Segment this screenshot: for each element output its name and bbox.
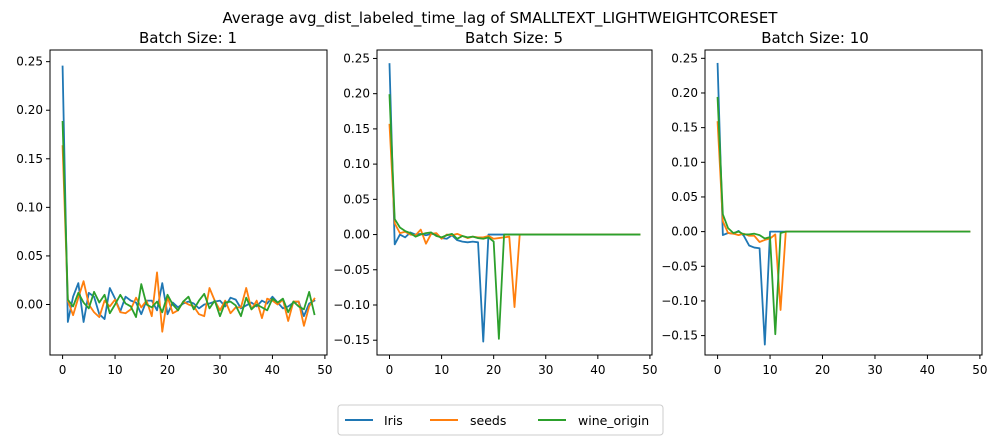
y-tick-label: −0.10	[661, 294, 698, 308]
series-group	[716, 62, 971, 346]
x-tick-label: 10	[434, 363, 449, 377]
figure-suptitle: Average avg_dist_labeled_time_lag of SMA…	[223, 9, 779, 28]
y-tick-label: 0.05	[671, 190, 698, 204]
y-tick-label: 0.25	[16, 55, 43, 69]
subplot-title: Batch Size: 10	[761, 29, 869, 47]
subplot-batch-size-10: Batch Size: 10 0 10 20 30 40 50 0.25 0.20 0.15 0.…	[661, 29, 987, 377]
x-tick-label: 30	[867, 363, 882, 377]
y-tick-label: 0.15	[16, 152, 43, 166]
series-line-iris	[61, 65, 316, 323]
y-tick-label: −0.05	[661, 259, 698, 273]
x-tick-label: 30	[538, 363, 553, 377]
y-tick-label: 0.15	[343, 122, 370, 136]
x-tick-label: 40	[590, 363, 605, 377]
subplot-batch-size-1: Batch Size: 1 0 10 20 30 40 50 0.00 0.05 0.10 0.1…	[16, 29, 332, 377]
legend: Iris seeds wine_origin	[337, 404, 664, 436]
y-tick-label: −0.05	[333, 263, 370, 277]
x-tick-label: 0	[714, 363, 722, 377]
x-tick-label: 20	[815, 363, 830, 377]
y-tick-label: 0.10	[343, 157, 370, 171]
series-line-wine-origin	[388, 94, 641, 340]
y-tick-label: −0.15	[333, 333, 370, 347]
y-tick-label: 0.00	[16, 297, 43, 311]
series-line-iris	[716, 62, 971, 346]
y-tick-label: 0.20	[671, 86, 698, 100]
plot-frame	[704, 49, 983, 356]
y-tick-label: 0.10	[16, 200, 43, 214]
x-tick-label: 20	[160, 363, 175, 377]
x-tick-label: 40	[920, 363, 935, 377]
plot-frame	[376, 49, 653, 356]
y-tick-label: 0.15	[671, 121, 698, 135]
y-tick-label: 0.20	[16, 103, 43, 117]
x-tick-label: 0	[59, 363, 67, 377]
y-tick-label: 0.05	[343, 192, 370, 206]
x-tick-label: 10	[762, 363, 777, 377]
y-tick-label: 0.25	[343, 51, 370, 65]
x-tick-label: 20	[486, 363, 501, 377]
y-tick-label: 0.20	[343, 87, 370, 101]
y-tick-label: −0.15	[661, 329, 698, 343]
x-tick-label: 50	[972, 363, 987, 377]
subplot-title: Batch Size: 1	[139, 29, 237, 47]
series-line-wine-origin	[61, 120, 316, 319]
y-tick-label: 0.00	[343, 228, 370, 242]
y-tick-label: 0.05	[16, 249, 43, 263]
series-line-seeds	[388, 123, 641, 309]
series-line-seeds	[716, 121, 971, 311]
legend-label-seeds: seeds	[470, 413, 506, 428]
plot-frame	[49, 49, 328, 356]
y-tick-label: 0.25	[671, 51, 698, 65]
y-tick-label: 0.10	[671, 155, 698, 169]
subplot-title: Batch Size: 5	[465, 29, 563, 47]
series-line-wine-origin	[716, 96, 971, 336]
legend-label-iris: Iris	[384, 413, 403, 428]
y-tick-label: −0.10	[333, 298, 370, 312]
x-tick-label: 0	[386, 363, 394, 377]
x-tick-label: 50	[642, 363, 657, 377]
x-tick-label: 50	[317, 363, 332, 377]
series-group	[388, 63, 641, 343]
x-tick-label: 10	[107, 363, 122, 377]
series-group	[61, 65, 316, 333]
legend-frame	[337, 404, 664, 436]
subplot-batch-size-5: Batch Size: 5 0 10 20 30 40 50 0.25 0.20 0.15 0.1…	[333, 29, 657, 377]
legend-label-wine-origin: wine_origin	[578, 413, 649, 428]
x-tick-label: 40	[265, 363, 280, 377]
series-line-seeds	[61, 145, 316, 333]
x-tick-label: 30	[212, 363, 227, 377]
y-tick-label: 0.00	[671, 225, 698, 239]
